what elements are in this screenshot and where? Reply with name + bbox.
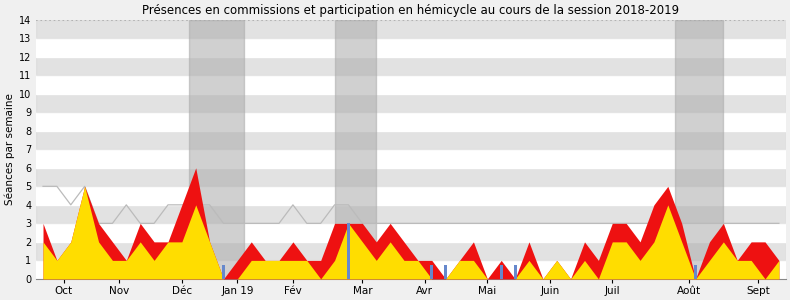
Bar [347,224,350,279]
Bar [189,20,244,279]
Bar [36,168,786,186]
Y-axis label: Séances par semaine: Séances par semaine [4,93,15,205]
Bar [36,149,786,168]
Bar [335,20,376,279]
Bar [36,38,786,57]
Bar [36,57,786,75]
Bar [431,265,433,279]
Bar [36,20,786,38]
Bar [675,20,724,279]
Bar [36,186,786,205]
Bar [36,205,786,224]
Bar [36,75,786,94]
Bar [499,265,502,279]
Bar [36,242,786,260]
Bar [222,265,225,279]
Bar [514,265,517,279]
Bar [694,265,697,279]
Title: Présences en commissions et participation en hémicycle au cours de la session 20: Présences en commissions et participatio… [142,4,679,17]
Bar [36,260,786,279]
Bar [36,131,786,149]
Bar [36,224,786,242]
Bar [444,265,447,279]
Bar [36,94,786,112]
Bar [36,112,786,131]
